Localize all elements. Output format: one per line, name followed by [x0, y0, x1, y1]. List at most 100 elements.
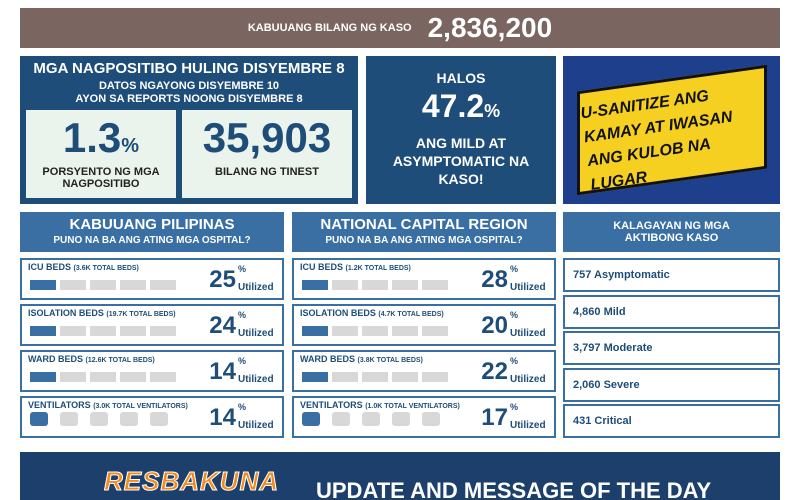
- bed-icon: [332, 326, 358, 336]
- utilization-unit: %: [510, 310, 519, 320]
- capacity-detail: (4.7K TOTAL BEDS): [378, 311, 444, 318]
- capacity-row: VENTILATORS (1.0K TOTAL VENTILATORS) 17% U…: [292, 396, 556, 438]
- mild-unit: %: [484, 101, 501, 121]
- bed-icon: [90, 326, 116, 336]
- capacity-detail: (3.0K TOTAL VENTILATORS): [93, 403, 188, 410]
- capacity-detail: (1.2K TOTAL BEDS): [345, 265, 411, 272]
- utilization-status: Utilized: [510, 282, 546, 293]
- active-row: 757 Asymptomatic: [563, 258, 780, 292]
- mild-prefix: HALOS: [436, 70, 486, 86]
- stat-value: 35,903: [182, 114, 352, 162]
- bed-icon: [332, 372, 358, 382]
- capacity-name: ICU BEDS (1.2K TOTAL BEDS): [300, 262, 411, 272]
- active-row: 4,860 Mild: [563, 294, 780, 329]
- bed-icon: [362, 280, 388, 290]
- utilization-status: Utilized: [238, 328, 274, 339]
- capacity-row: WARD BEDS (12.6K TOTAL BEDS) 14% Utilized: [20, 350, 284, 392]
- panel-header: KABUUANG PILIPINAS PUNO NA BA ANG ATING M…: [20, 212, 284, 252]
- bed-icon: [60, 372, 86, 382]
- bed-icon: [30, 280, 56, 290]
- capacity-detail: (19.7K TOTAL BEDS): [106, 311, 176, 318]
- utilization-value: 25: [209, 266, 236, 293]
- ventilator-icon: [332, 412, 350, 426]
- ventilator-icon: [120, 412, 138, 426]
- capacity-detail: (3.8K TOTAL BEDS): [357, 357, 423, 364]
- bed-icon: [90, 280, 116, 290]
- bed-icon: [30, 372, 56, 382]
- bed-icon: [302, 280, 328, 290]
- capacity-type: ICU BEDS: [300, 262, 344, 272]
- capacity-type: WARD BEDS: [28, 354, 84, 364]
- utilization-status: Utilized: [510, 374, 546, 385]
- reminder-graphic: U-SANITIZE ANG KAMAY AT IWASAN ANG KULOB…: [563, 56, 780, 204]
- mild-value: 47.2%: [366, 88, 556, 125]
- bed-icon: [150, 280, 176, 290]
- capacity-name: WARD BEDS (12.6K TOTAL BEDS): [28, 354, 155, 364]
- active-header: KALAGAYAN NG MGA AKTIBONG KASO: [563, 212, 780, 252]
- panel-subtitle: PUNO NA BA ANG ATING MGA OSPITAL?: [325, 235, 523, 246]
- stat-box: 1.3% PORSYENTO NG MGA NAGPOSITIBO: [26, 110, 176, 198]
- utilization-status: Utilized: [510, 328, 546, 339]
- panel-title: NATIONAL CAPITAL REGION: [320, 216, 528, 233]
- bed-icon: [90, 372, 116, 382]
- utilization-value: 22: [481, 358, 508, 385]
- utilization-status: Utilized: [238, 374, 274, 385]
- stat-label: PORSYENTO NG MGA NAGPOSITIBO: [42, 166, 160, 190]
- banner-text: UPDATE AND MESSAGE OF THE DAY: [316, 478, 712, 500]
- utilization-status: Utilized: [510, 420, 546, 431]
- bed-icon: [422, 326, 448, 336]
- active-row: 431 Critical: [563, 404, 780, 438]
- bed-icon: [332, 280, 358, 290]
- panel-header: NATIONAL CAPITAL REGION PUNO NA BA ANG AT…: [292, 212, 556, 252]
- positivity-subtitle: AYON SA REPORTS NOONG DISYEMBRE 8: [75, 93, 303, 105]
- capacity-row: ISOLATION BEDS (19.7K TOTAL BEDS) 24% Util…: [20, 304, 284, 346]
- ventilator-icon: [150, 412, 168, 426]
- ventilator-icon: [30, 412, 48, 426]
- capacity-type: ISOLATION BEDS: [300, 308, 376, 318]
- utilization-unit: %: [510, 356, 519, 366]
- capacity-row: ISOLATION BEDS (4.7K TOTAL BEDS) 20% Utili…: [292, 304, 556, 346]
- mild-number: 47.2: [421, 88, 485, 124]
- capacity-name: ISOLATION BEDS (4.7K TOTAL BEDS): [300, 308, 444, 318]
- positivity-title: MGA NAGPOSITIBO HULING DISYEMBRE 8: [33, 60, 345, 77]
- capacity-detail: (3.6K TOTAL BEDS): [73, 265, 139, 272]
- capacity-row: WARD BEDS (3.8K TOTAL BEDS) 22% Utilized: [292, 350, 556, 392]
- capacity-row: ICU BEDS (3.6K TOTAL BEDS) 25% Utilized: [20, 258, 284, 300]
- bed-icon: [60, 280, 86, 290]
- bed-icon: [392, 326, 418, 336]
- utilization-unit: %: [510, 402, 519, 412]
- panel-subtitle: PUNO NA BA ANG ATING MGA OSPITAL?: [53, 235, 251, 246]
- stat-box: 35,903 BILANG NG TINEST: [182, 110, 352, 198]
- bed-icon: [30, 326, 56, 336]
- utilization-status: Utilized: [238, 420, 274, 431]
- capacity-type: WARD BEDS: [300, 354, 356, 364]
- banner-logo: RESBAKUNA: [103, 466, 280, 497]
- capacity-type: VENTILATORS: [28, 400, 91, 410]
- bed-icon: [120, 372, 146, 382]
- bed-icon: [422, 372, 448, 382]
- utilization-status: Utilized: [238, 282, 274, 293]
- panel-title: KABUUANG PILIPINAS: [69, 216, 235, 233]
- utilization-value: 17: [481, 404, 508, 431]
- bed-icon: [422, 280, 448, 290]
- utilization-value: 24: [209, 312, 236, 339]
- utilization-unit: %: [238, 402, 247, 412]
- utilization-unit: %: [510, 264, 519, 274]
- ventilator-icon: [60, 412, 78, 426]
- bed-icon: [150, 372, 176, 382]
- capacity-type: VENTILATORS: [300, 400, 363, 410]
- utilization-unit: %: [238, 310, 247, 320]
- utilization-unit: %: [238, 356, 247, 366]
- utilization-value: 14: [209, 358, 236, 385]
- total-cases-bar: KABUUANG BILANG NG KASO 2,836,200: [20, 8, 780, 48]
- total-cases-label: KABUUANG BILANG NG KASO: [247, 22, 412, 34]
- stat-label: BILANG NG TINEST: [215, 166, 319, 178]
- capacity-detail: (12.6K TOTAL BEDS): [85, 357, 155, 364]
- active-row: 3,797 Moderate: [563, 331, 780, 365]
- capacity-name: ISOLATION BEDS (19.7K TOTAL BEDS): [28, 308, 176, 318]
- stat-number: 1.3: [62, 114, 122, 161]
- utilization-value: 14: [209, 404, 236, 431]
- capacity-row: ICU BEDS (1.2K TOTAL BEDS) 28% Utilized: [292, 258, 556, 300]
- stat-number: 35,903: [202, 114, 332, 161]
